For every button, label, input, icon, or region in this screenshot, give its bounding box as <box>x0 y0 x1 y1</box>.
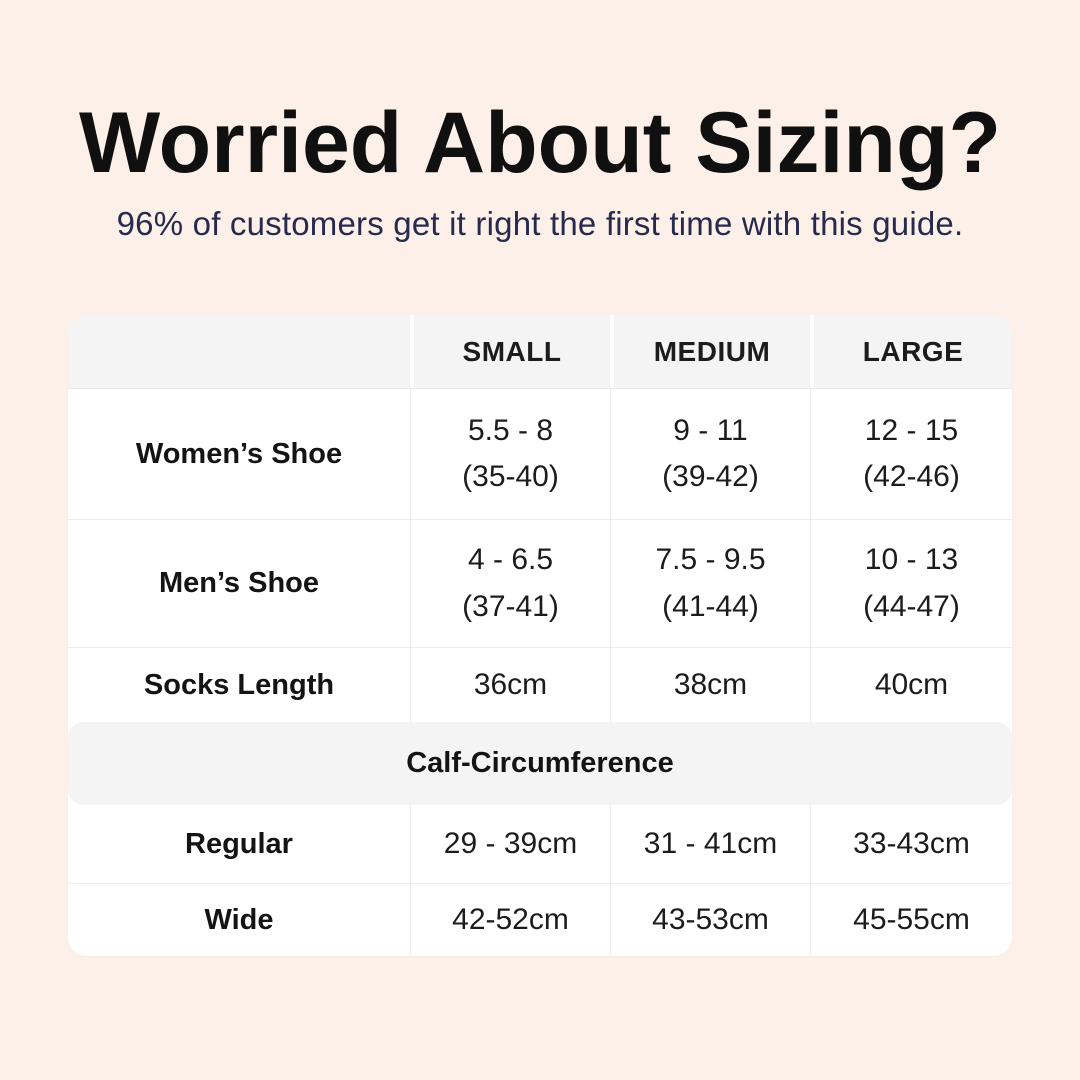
cell-value: 38cm <box>673 667 748 701</box>
cell-subvalue: (35-40) <box>462 460 559 493</box>
cell-value: 7.5 - 9.5 <box>655 543 766 576</box>
cell-regular-large: 33-43cm <box>810 805 1012 883</box>
row-label: Men’s Shoe <box>158 567 320 600</box>
table-row-regular: Regular 29 - 39cm 31 - 41cm 33-43cm <box>68 805 1012 883</box>
cell-subvalue: (39-42) <box>662 460 759 493</box>
cell-value: 31 - 41cm <box>643 826 778 860</box>
cell-value: 42-52cm <box>452 902 569 936</box>
cell-value: 12 - 15 <box>864 413 959 447</box>
cell-mens-small: 4 - 6.5 (37-41) <box>410 520 610 647</box>
header-cell-empty <box>68 315 410 388</box>
cell-value: 36cm <box>473 667 548 701</box>
row-label: Regular <box>185 827 293 860</box>
cell-value: 9 - 11 <box>673 413 748 447</box>
cell-value: 40cm <box>874 667 949 701</box>
table-header-row: SMALL MEDIUM LARGE <box>68 315 1012 389</box>
row-label: Wide <box>204 903 274 936</box>
header-cell-medium: MEDIUM <box>610 315 810 388</box>
row-label: Socks Length <box>143 668 335 701</box>
table-row-wide: Wide 42-52cm 43-53cm 45-55cm <box>68 883 1012 956</box>
cell-subvalue: (41-44) <box>662 589 759 623</box>
cell-value: 5.5 - 8 <box>467 413 554 447</box>
cell-womens-medium: 9 - 11 (39-42) <box>610 389 810 519</box>
cell-regular-medium: 31 - 41cm <box>610 805 810 883</box>
cell-subvalue: (44-47) <box>863 589 960 623</box>
cell-mens-large: 10 - 13 (44-47) <box>810 520 1012 647</box>
cell-subvalue: (42-46) <box>863 460 960 493</box>
cell-wide-large: 45-55cm <box>810 884 1012 956</box>
cell-wide-medium: 43-53cm <box>610 884 810 956</box>
header-cell-small: SMALL <box>410 315 610 388</box>
cell-socks-small: 36cm <box>410 648 610 722</box>
table-row-socks-length: Socks Length 36cm 38cm 40cm <box>68 647 1012 722</box>
cell-womens-small: 5.5 - 8 (35-40) <box>410 389 610 519</box>
header-cell-large: LARGE <box>810 315 1012 388</box>
cell-value: 10 - 13 <box>864 543 959 576</box>
hero-section: Worried About Sizing? 96% of customers g… <box>0 0 1080 243</box>
cell-value: 4 - 6.5 <box>467 543 554 576</box>
page-title: Worried About Sizing? <box>78 95 1002 191</box>
cell-value: 33-43cm <box>853 826 970 860</box>
row-label: Women’s Shoe <box>135 437 343 470</box>
cell-value: 29 - 39cm <box>443 826 578 860</box>
cell-womens-large: 12 - 15 (42-46) <box>810 389 1012 519</box>
cell-subvalue: (37-41) <box>462 589 559 623</box>
table-row-womens-shoe: Women’s Shoe 5.5 - 8 (35-40) 9 - 11 (39-… <box>68 389 1012 519</box>
calf-circumference-band: Calf-Circumference <box>68 722 1012 805</box>
cell-regular-small: 29 - 39cm <box>410 805 610 883</box>
sizing-table: SMALL MEDIUM LARGE Women’s Shoe 5.5 - 8 … <box>68 315 1012 956</box>
table-row-mens-shoe: Men’s Shoe 4 - 6.5 (37-41) 7.5 - 9.5 (41… <box>68 519 1012 647</box>
cell-wide-small: 42-52cm <box>410 884 610 956</box>
cell-socks-large: 40cm <box>810 648 1012 722</box>
cell-mens-medium: 7.5 - 9.5 (41-44) <box>610 520 810 647</box>
cell-socks-medium: 38cm <box>610 648 810 722</box>
cell-value: 43-53cm <box>652 902 769 936</box>
page-subtitle: 96% of customers get it right the first … <box>116 204 964 242</box>
cell-value: 45-55cm <box>853 902 970 936</box>
